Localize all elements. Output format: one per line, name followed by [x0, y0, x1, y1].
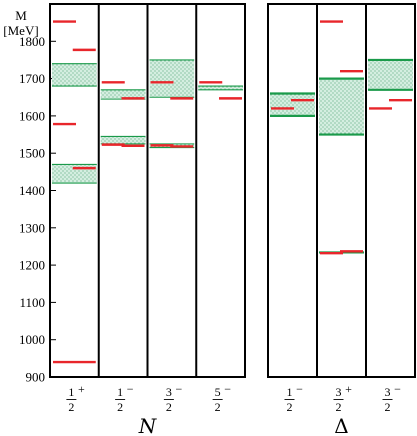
y-axis-label: M: [15, 8, 27, 23]
group-label: N: [138, 414, 158, 436]
experiment-band: [100, 136, 146, 144]
y-tick-label: 1800: [19, 34, 45, 49]
y-tick-label: 1100: [19, 295, 45, 310]
jp-denominator: 2: [68, 400, 74, 414]
jp-denominator: 2: [166, 400, 172, 414]
jp-parity: −: [394, 382, 401, 396]
jp-parity: +: [345, 382, 352, 396]
column-labels: 12+ 12− 32− 52−N12− 32+ 32−Δ: [66, 382, 401, 436]
jp-numerator: 3: [166, 385, 172, 399]
y-tick-label: 1500: [19, 146, 45, 161]
experiment-band: [368, 59, 413, 90]
group-label: Δ: [334, 414, 348, 436]
y-tick-label: 900: [26, 370, 46, 385]
jp-numerator: 1: [68, 385, 74, 399]
jp-parity: −: [175, 382, 182, 396]
jp-parity: −: [127, 382, 134, 396]
y-tick-label: 1600: [19, 108, 45, 123]
y-tick-label: 1400: [19, 183, 45, 198]
jp-denominator: 2: [117, 400, 123, 414]
jp-numerator: 1: [117, 385, 123, 399]
jp-denominator: 2: [336, 400, 342, 414]
experimental-bands: [52, 58, 413, 254]
jp-numerator: 1: [287, 385, 293, 399]
y-tick-label: 1700: [19, 71, 45, 86]
jp-parity: −: [296, 382, 303, 396]
experiment-band: [319, 78, 364, 135]
panel-frame: [49, 3, 246, 378]
jp-denominator: 2: [385, 400, 391, 414]
y-tick-label: 1300: [19, 220, 45, 235]
panel-frame: [267, 3, 416, 378]
panel-frames: [49, 3, 416, 378]
experiment-band: [198, 86, 243, 90]
theory-levels: [53, 20, 412, 364]
jp-denominator: 2: [215, 400, 221, 414]
experiment-band: [270, 93, 315, 116]
jp-parity: −: [224, 382, 231, 396]
experiment-band: [100, 89, 146, 100]
experiment-band: [52, 63, 97, 87]
jp-denominator: 2: [287, 400, 293, 414]
jp-numerator: 3: [385, 385, 391, 399]
experiment-band: [149, 59, 195, 98]
jp-numerator: 5: [215, 385, 221, 399]
jp-numerator: 3: [336, 385, 342, 399]
y-axis: 900 1000 1100 1200 1300 1400 1500 1600 1700 1800 M…: [3, 8, 56, 385]
jp-parity: +: [78, 382, 85, 396]
y-tick-label: 1200: [19, 258, 45, 273]
y-axis-unit: [MeV]: [3, 23, 38, 38]
y-tick-label: 1000: [19, 332, 45, 347]
